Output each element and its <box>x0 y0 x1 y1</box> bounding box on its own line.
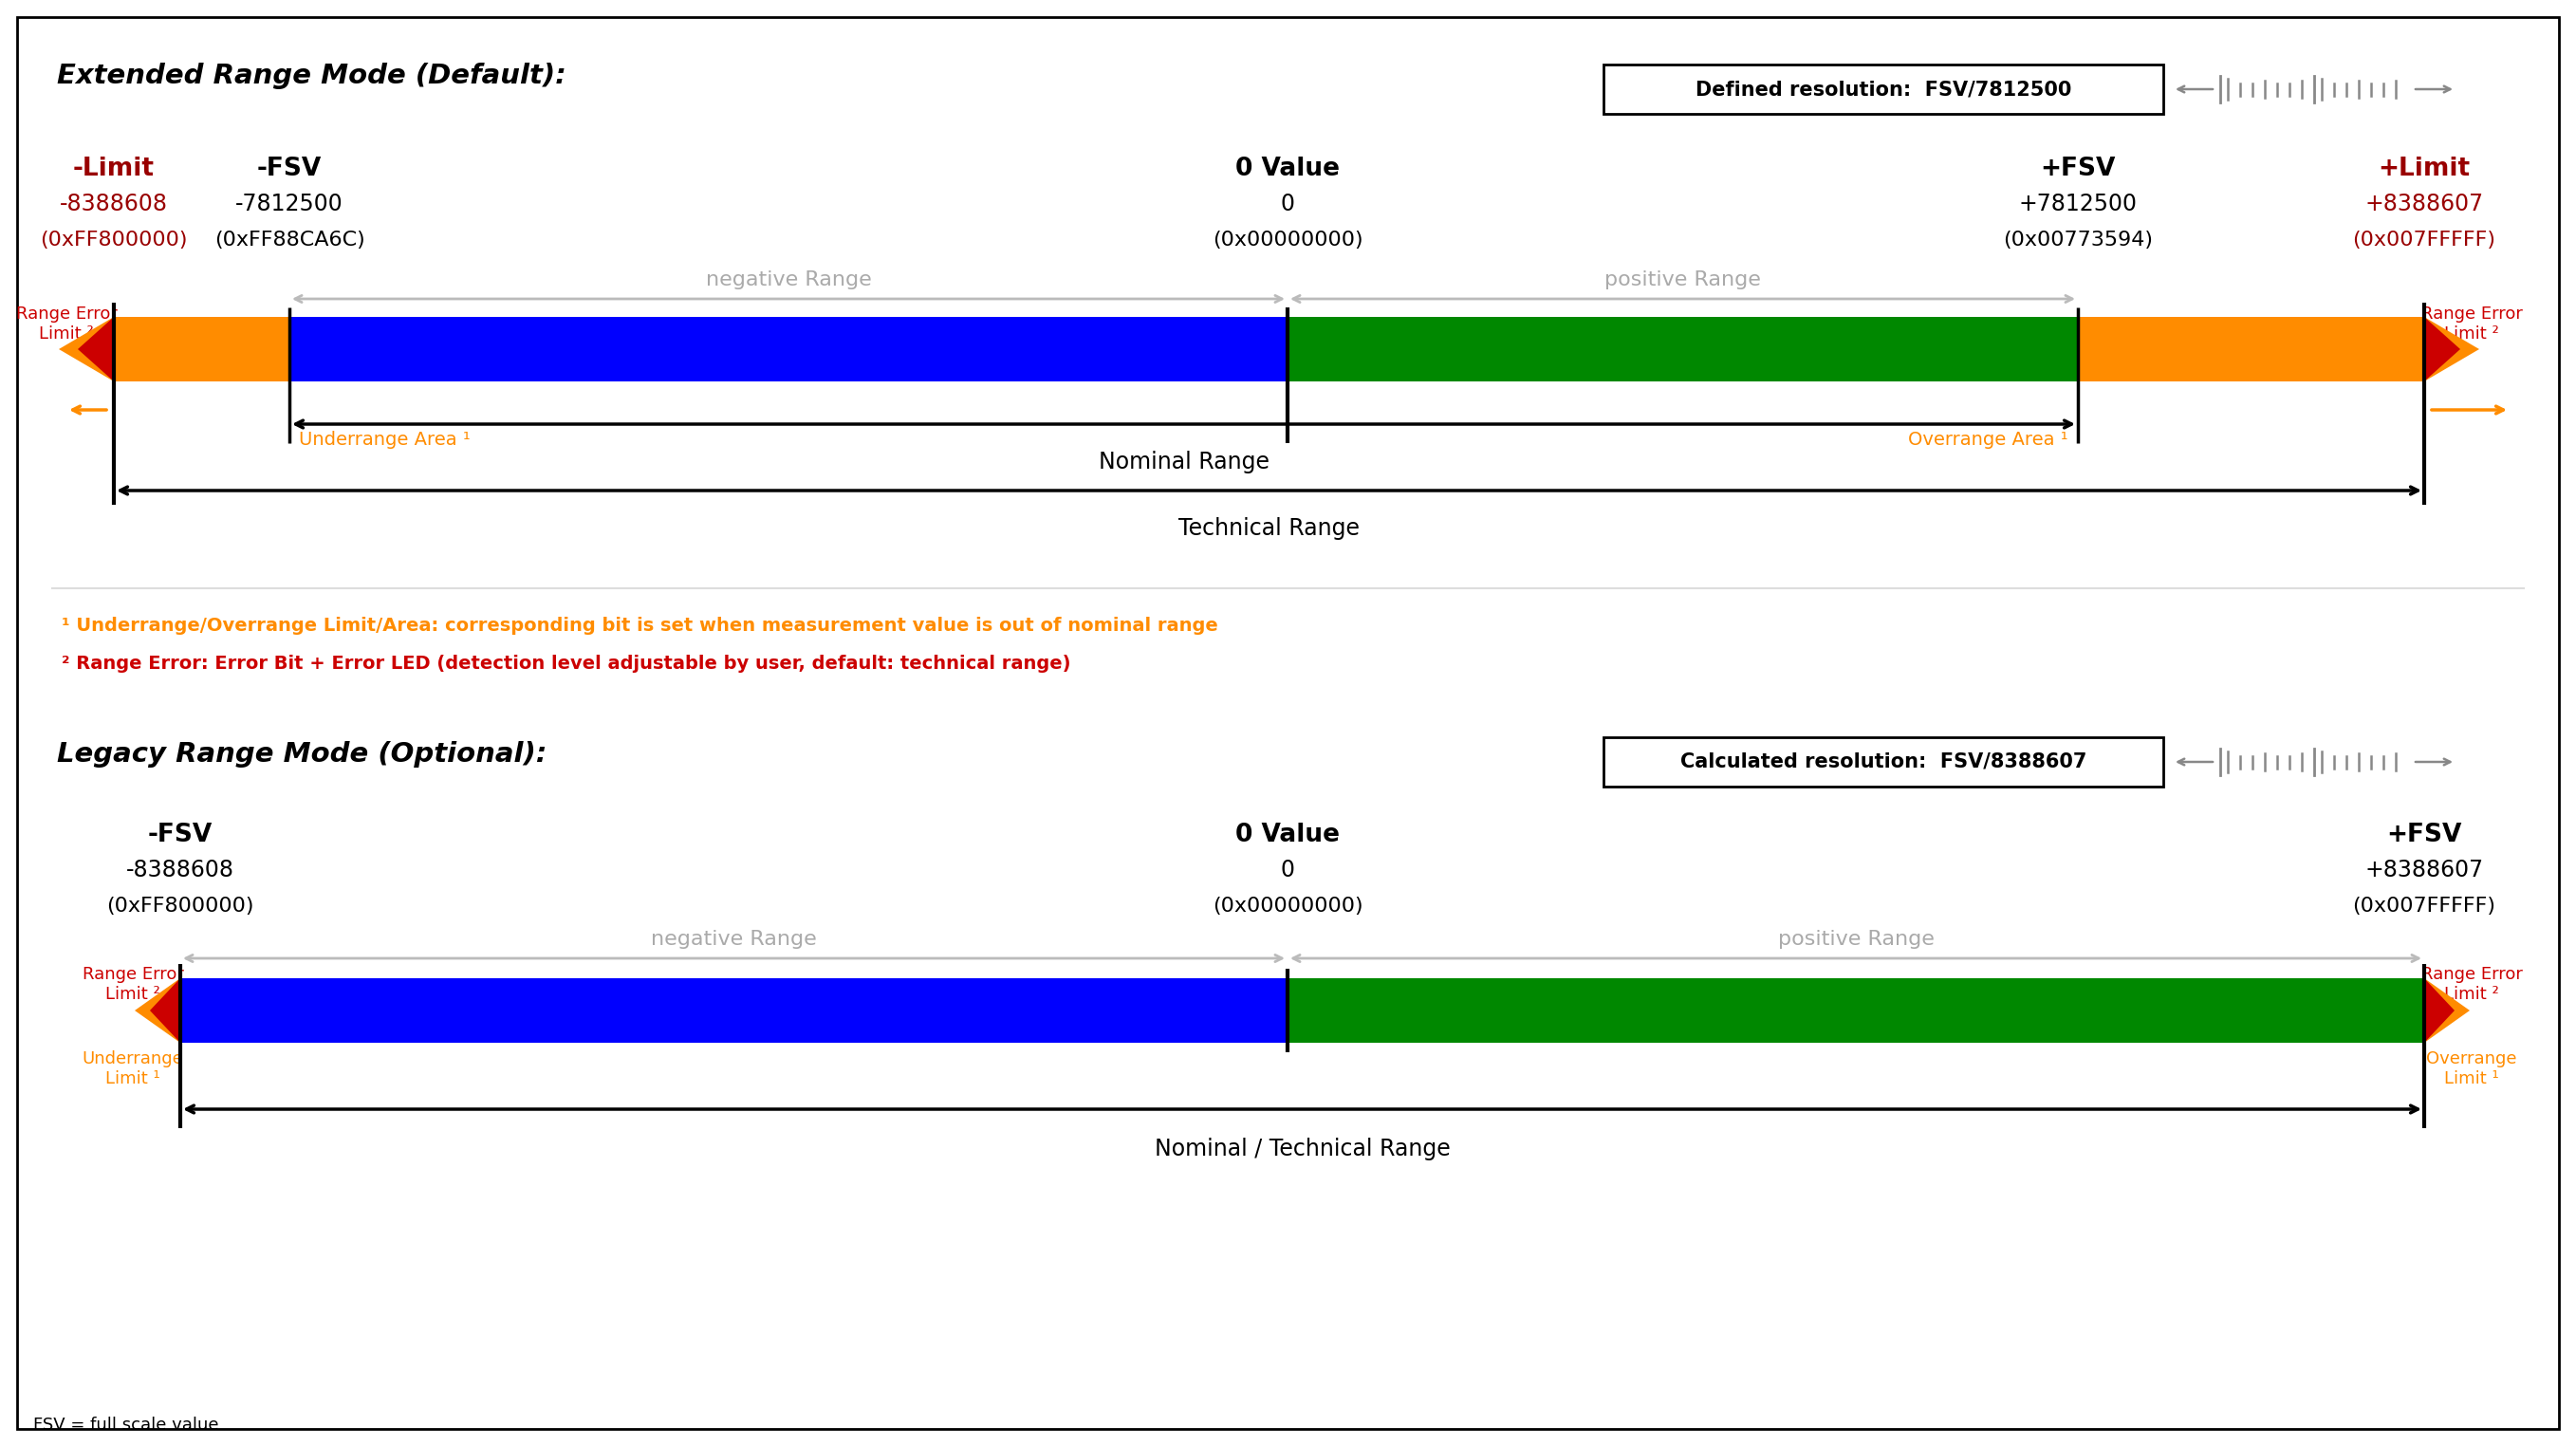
Text: (0x007FFFFF): (0x007FFFFF) <box>2352 230 2496 250</box>
Text: +8388607: +8388607 <box>2365 192 2483 215</box>
Text: ¹ Underrange/Overrange Limit/Area: corresponding bit is set when measurement val: ¹ Underrange/Overrange Limit/Area: corre… <box>62 617 1218 635</box>
Polygon shape <box>2424 979 2455 1043</box>
Text: negative Range: negative Range <box>652 930 817 949</box>
Text: -Limit: -Limit <box>72 156 155 181</box>
Text: (0x00773594): (0x00773594) <box>2004 230 2154 250</box>
Text: Nominal / Technical Range: Nominal / Technical Range <box>1154 1138 1450 1160</box>
Bar <box>2079 317 2424 382</box>
Text: (0x00000000): (0x00000000) <box>1213 230 1363 250</box>
Text: (0xFF800000): (0xFF800000) <box>106 897 255 915</box>
Text: +7812500: +7812500 <box>2020 192 2138 215</box>
Text: Legacy Range Mode (Optional):: Legacy Range Mode (Optional): <box>57 740 546 768</box>
Bar <box>1288 317 2079 382</box>
Text: positive Range: positive Range <box>1605 270 1762 289</box>
Text: Range Error
Limit ²: Range Error Limit ² <box>15 305 116 343</box>
Text: +8388607: +8388607 <box>2365 859 2483 882</box>
Text: +FSV: +FSV <box>2385 823 2463 847</box>
Text: 0 Value: 0 Value <box>1236 823 1340 847</box>
Polygon shape <box>2424 317 2460 382</box>
Text: -8388608: -8388608 <box>126 859 234 882</box>
Polygon shape <box>59 317 113 382</box>
Text: -FSV: -FSV <box>258 156 322 181</box>
Text: Range Error
Limit ²: Range Error Limit ² <box>82 966 183 1002</box>
Text: +FSV: +FSV <box>2040 156 2115 181</box>
Text: FSV = full scale value: FSV = full scale value <box>33 1417 219 1433</box>
Bar <box>289 317 1288 382</box>
Text: Underrange
Limit ¹: Underrange Limit ¹ <box>82 1050 183 1087</box>
Text: Defined resolution:  FSV/7812500: Defined resolution: FSV/7812500 <box>1695 80 2071 98</box>
Text: (0x00000000): (0x00000000) <box>1213 897 1363 915</box>
Polygon shape <box>134 979 180 1043</box>
Bar <box>180 979 1288 1043</box>
Polygon shape <box>149 979 180 1043</box>
Text: Calculated resolution:  FSV/8388607: Calculated resolution: FSV/8388607 <box>1680 752 2087 771</box>
Text: (0x007FFFFF): (0x007FFFFF) <box>2352 897 2496 915</box>
Text: Extended Range Mode (Default):: Extended Range Mode (Default): <box>57 62 567 90</box>
Bar <box>113 317 289 382</box>
Text: Overrange
Limit ¹: Overrange Limit ¹ <box>2427 1050 2517 1087</box>
Polygon shape <box>2424 317 2478 382</box>
Text: -7812500: -7812500 <box>234 192 343 215</box>
Text: Technical Range: Technical Range <box>1177 518 1360 539</box>
Text: Range Error
Limit ²: Range Error Limit ² <box>2421 966 2522 1002</box>
Text: -FSV: -FSV <box>147 823 214 847</box>
Text: Underrange Area ¹: Underrange Area ¹ <box>299 431 471 448</box>
Text: Range Error
Limit ²: Range Error Limit ² <box>2421 305 2522 343</box>
Text: negative Range: negative Range <box>706 270 871 289</box>
Bar <box>1288 979 2424 1043</box>
Text: 0: 0 <box>1280 192 1296 215</box>
Bar <box>1602 65 2164 114</box>
Text: Nominal Range: Nominal Range <box>1097 451 1270 473</box>
Bar <box>1602 737 2164 787</box>
Polygon shape <box>2424 979 2470 1043</box>
Text: (0xFF88CA6C): (0xFF88CA6C) <box>214 230 366 250</box>
Text: ² Range Error: Error Bit + Error LED (detection level adjustable by user, defaul: ² Range Error: Error Bit + Error LED (de… <box>62 655 1072 672</box>
Text: -8388608: -8388608 <box>59 192 167 215</box>
Text: +Limit: +Limit <box>2378 156 2470 181</box>
Text: (0xFF800000): (0xFF800000) <box>41 230 188 250</box>
Polygon shape <box>77 317 113 382</box>
Text: positive Range: positive Range <box>1777 930 1935 949</box>
Text: 0: 0 <box>1280 859 1296 882</box>
Text: 0 Value: 0 Value <box>1236 156 1340 181</box>
Text: Overrange Area ¹: Overrange Area ¹ <box>1909 431 2069 448</box>
